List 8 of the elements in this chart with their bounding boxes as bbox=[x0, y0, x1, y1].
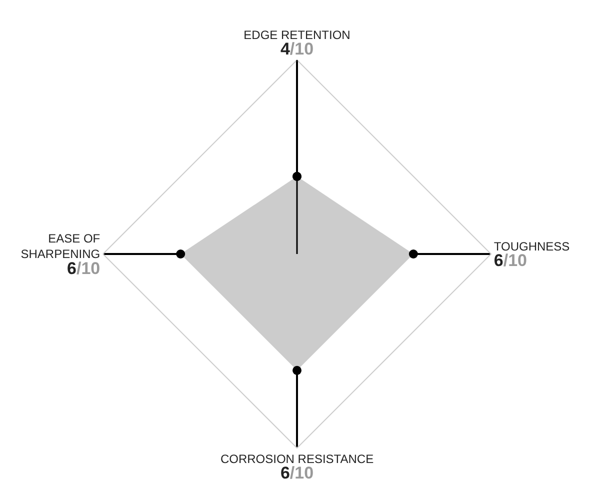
text: 6/10 bbox=[494, 251, 528, 270]
spoke-label: EDGE RETENTION bbox=[244, 28, 350, 42]
text: 6/10 bbox=[280, 464, 314, 482]
spoke-label: TOUGHNESS bbox=[494, 239, 570, 254]
spoke-label: EASE OF SHARPENING bbox=[20, 232, 100, 262]
spoke-label: CORROSION RESISTANCE bbox=[220, 452, 374, 466]
text: 4/10 bbox=[280, 40, 314, 59]
text: 6/10 bbox=[66, 258, 100, 278]
